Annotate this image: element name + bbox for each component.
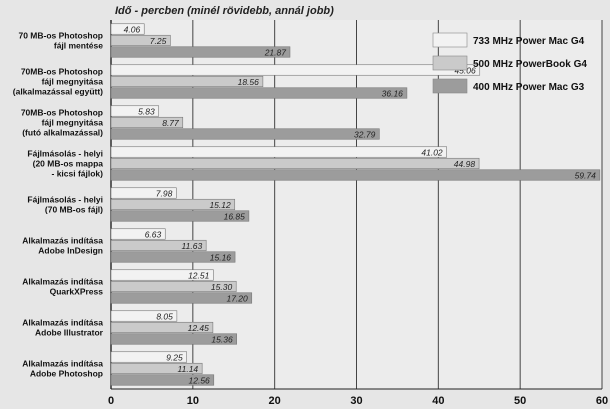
bar-value-label: 59.74 [575, 170, 597, 180]
bar-value-label: 9.25 [166, 352, 183, 362]
bar-1 [110, 146, 447, 158]
bar-value-label: 7.25 [150, 36, 167, 46]
category-label: 70MB-os Photoshop fájl megnyitása (alkalma… [13, 67, 103, 97]
bar-2 [110, 34, 171, 47]
bar-3 [110, 374, 215, 386]
bar-2 [110, 116, 184, 129]
x-tick-label: 40 [432, 395, 444, 407]
bar-3 [110, 46, 291, 58]
legend-label: 733 MHz Power Mac G4 [473, 36, 585, 47]
x-tick-label: 20 [269, 395, 281, 407]
bar-3 [110, 169, 601, 181]
bar-2 [110, 280, 237, 293]
category-label: Fájlmásolás - helyi (70 MB-os fájl) [27, 195, 103, 215]
legend-label: 500 MHz PowerBook G4 [473, 59, 587, 70]
bar-value-label: 11.14 [178, 364, 199, 374]
bar-3 [110, 128, 380, 140]
bar-1 [110, 64, 481, 76]
category-label: 70 MB-os Photoshop fájl mentése [18, 31, 103, 51]
category-labels: 70 MB-os Photoshop fájl mentése 70MB-os Ph… [13, 31, 104, 379]
bar-2 [110, 321, 214, 334]
legend-swatch-1 [432, 32, 468, 48]
bar-value-label: 36.16 [382, 88, 404, 98]
bars: 4.067.2521.8745.0618.5636.165.838.7732.7… [110, 23, 601, 386]
bar-value-label: 44.98 [454, 159, 476, 169]
bar-3 [110, 87, 408, 99]
bar-value-label: 17.20 [226, 293, 248, 303]
bar-3 [110, 333, 237, 345]
chart-title: Idő - percben (minél rövidebb, annál job… [115, 5, 334, 17]
bar-value-label: 12.56 [189, 375, 211, 385]
bar-value-label: 18.56 [238, 77, 260, 87]
legend-label: 400 MHz Power Mac G3 [473, 82, 585, 93]
bar-1 [110, 105, 160, 117]
bar-value-label: 32.79 [354, 129, 376, 139]
bar-value-label: 11.63 [182, 241, 203, 251]
bar-value-label: 15.12 [209, 200, 231, 210]
bar-2 [110, 157, 480, 170]
bar-value-label: 15.16 [210, 252, 232, 262]
bar-2 [110, 239, 207, 252]
bar-3 [110, 251, 236, 263]
bar-1 [110, 187, 177, 199]
legend-swatch-2 [432, 55, 468, 71]
bar-value-label: 15.36 [211, 334, 233, 344]
bar-value-label: 4.06 [124, 24, 141, 34]
bar-value-label: 21.87 [264, 47, 287, 57]
category-label: Fájlmásolás - helyi (20 MB-os mappa - kics… [27, 149, 103, 179]
bar-2 [110, 362, 203, 375]
bar-1 [110, 23, 145, 35]
bar-2 [110, 198, 236, 211]
bar-3 [110, 210, 250, 222]
bar-1 [110, 269, 214, 281]
bar-1 [110, 310, 178, 322]
bar-value-label: 16.85 [224, 211, 246, 221]
bar-1 [110, 351, 187, 363]
category-label: Alkalmazás indítása Adobe Illustrator [22, 318, 103, 338]
bar-value-label: 5.83 [138, 106, 155, 116]
category-label: Alkalmazás indítása Adobe InDesign [22, 236, 103, 256]
x-tick-label: 60 [596, 395, 608, 407]
bar-2 [110, 75, 264, 88]
legend-swatch-3 [432, 78, 468, 94]
x-tick-label: 10 [187, 395, 199, 407]
category-label: 70MB-os Photoshop fájl megnyitása (futó al… [21, 108, 103, 138]
legend: 733 MHz Power Mac G4 500 MHz PowerBook G4… [432, 32, 587, 94]
bar-value-label: 15.30 [211, 282, 233, 292]
category-label: Alkalmazás indítása Adobe Photoshop [22, 359, 103, 379]
bar-value-label: 12.51 [188, 270, 210, 280]
bar-1 [110, 228, 166, 240]
x-tick-label: 0 [108, 395, 114, 407]
x-axis-ticks: 0 10 20 30 40 50 60 [108, 395, 608, 407]
bar-value-label: 41.02 [421, 147, 443, 157]
bar-value-label: 8.77 [162, 118, 179, 128]
bar-3 [110, 292, 253, 304]
category-label: Alkalmazás indítása QuarkXPress [22, 277, 103, 297]
bar-value-label: 7.98 [156, 188, 173, 198]
x-tick-label: 30 [350, 395, 362, 407]
bar-value-label: 6.63 [145, 229, 162, 239]
x-tick-label: 50 [514, 395, 526, 407]
bar-value-label: 12.45 [188, 323, 210, 333]
bar-value-label: 8.05 [156, 311, 173, 321]
